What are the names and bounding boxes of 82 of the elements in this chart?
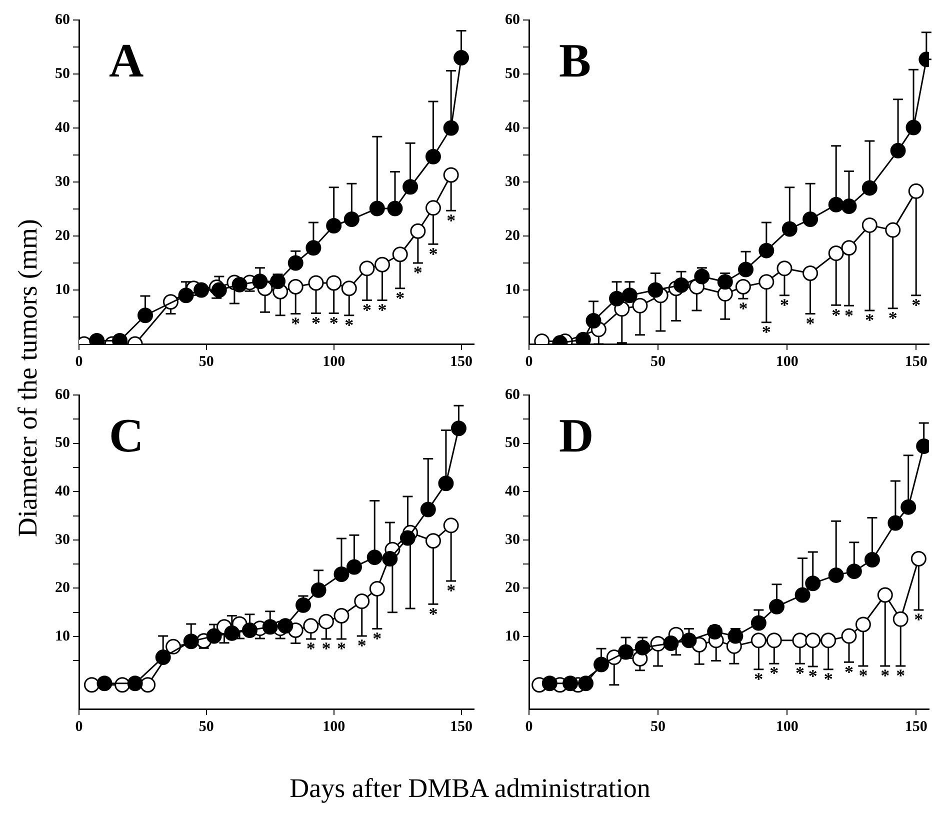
y-tick-label: 20 bbox=[505, 580, 520, 596]
annotation: * bbox=[912, 295, 921, 316]
annotation: * bbox=[357, 636, 366, 656]
y-tick-label: 10 bbox=[55, 628, 70, 644]
x-tick-label: 50 bbox=[198, 354, 214, 370]
annotation: * bbox=[428, 244, 438, 264]
chart-title: B bbox=[559, 34, 592, 88]
x-tick-label: 50 bbox=[650, 354, 666, 370]
annotation: * bbox=[428, 604, 438, 624]
y-tick-label: 30 bbox=[505, 532, 520, 548]
y-tick-label: 50 bbox=[505, 435, 520, 452]
annotation: * bbox=[762, 322, 771, 342]
x-axis-title: Days after DMBA administration bbox=[288, 773, 652, 804]
annotation: * bbox=[808, 666, 818, 686]
y-tick-label: 50 bbox=[55, 66, 70, 82]
annotation: * bbox=[914, 610, 924, 630]
chart-title: A bbox=[109, 34, 144, 88]
x-tick-label: 150 bbox=[450, 718, 473, 735]
x-tick-label: 150 bbox=[904, 354, 928, 370]
annotation: * bbox=[413, 262, 422, 283]
x-tick-label: 50 bbox=[198, 718, 214, 735]
annotation: * bbox=[858, 666, 868, 686]
annotation: * bbox=[312, 312, 320, 333]
y-tick-label: 40 bbox=[55, 120, 70, 136]
annotation: * bbox=[780, 295, 789, 316]
x-tick-label: 150 bbox=[450, 354, 473, 370]
y-tick-label: 30 bbox=[505, 174, 520, 190]
annotation: * bbox=[329, 312, 338, 333]
y-tick-label: 30 bbox=[55, 532, 70, 548]
annotation: * bbox=[795, 663, 804, 684]
annotation: * bbox=[362, 300, 372, 320]
y-tick-label: 40 bbox=[505, 120, 520, 136]
x-tick-label: 150 bbox=[904, 718, 928, 735]
annotation: * bbox=[844, 662, 854, 682]
annotation: * bbox=[754, 669, 764, 690]
chart-title: D bbox=[559, 409, 594, 462]
annotation: * bbox=[291, 313, 300, 334]
annotation: * bbox=[738, 298, 748, 318]
x-tick-label: 0 bbox=[525, 718, 533, 735]
y-tick-label: 10 bbox=[55, 282, 70, 298]
annotation: * bbox=[396, 288, 405, 308]
y-axis-title: Diameter of the tumors (mm) bbox=[12, 219, 44, 537]
annotation: * bbox=[306, 638, 316, 659]
x-tick-label: 0 bbox=[75, 354, 83, 370]
annotation: * bbox=[888, 308, 898, 328]
y-tick-label: 30 bbox=[55, 174, 70, 190]
annotation: * bbox=[344, 315, 354, 336]
annotation: * bbox=[322, 638, 331, 659]
annotation: * bbox=[844, 305, 854, 326]
y-tick-label: 20 bbox=[55, 580, 70, 596]
x-tick-label: 0 bbox=[75, 718, 83, 735]
y-tick-label: 60 bbox=[505, 12, 520, 28]
y-tick-label: 40 bbox=[55, 483, 70, 500]
y-tick-label: 20 bbox=[505, 228, 520, 244]
annotation: * bbox=[865, 310, 874, 330]
y-tick-label: 50 bbox=[505, 66, 520, 82]
x-tick-label: 50 bbox=[650, 718, 666, 735]
x-tick-label: 100 bbox=[322, 354, 346, 370]
annotation: * bbox=[372, 628, 382, 648]
annotation: * bbox=[824, 669, 833, 690]
annotation: * bbox=[446, 210, 456, 230]
x-tick-label: 0 bbox=[525, 354, 533, 370]
annotation: * bbox=[378, 300, 387, 320]
annotation: * bbox=[806, 313, 815, 334]
y-tick-label: 50 bbox=[55, 435, 70, 452]
annotation: * bbox=[770, 663, 779, 684]
y-tick-label: 10 bbox=[505, 628, 520, 644]
y-tick-label: 60 bbox=[55, 12, 70, 28]
annotation: * bbox=[446, 580, 456, 601]
annotation: * bbox=[880, 666, 890, 686]
y-tick-label: 60 bbox=[505, 386, 520, 403]
annotation: * bbox=[832, 304, 841, 325]
chart-title: C bbox=[109, 409, 144, 462]
y-tick-label: 10 bbox=[505, 282, 520, 298]
annotation: * bbox=[896, 666, 906, 686]
x-tick-label: 100 bbox=[776, 718, 798, 735]
x-tick-label: 100 bbox=[776, 354, 798, 370]
annotation: * bbox=[336, 638, 346, 659]
y-tick-label: 60 bbox=[55, 386, 70, 403]
y-tick-label: 40 bbox=[505, 483, 520, 500]
y-tick-label: 20 bbox=[55, 228, 70, 244]
x-tick-label: 100 bbox=[322, 718, 346, 735]
